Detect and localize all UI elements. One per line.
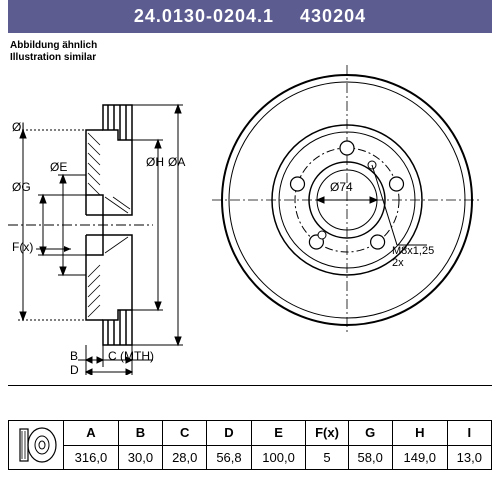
front-view-svg: [212, 65, 482, 335]
disc-icon: [14, 425, 58, 465]
label-E: ØE: [50, 160, 67, 174]
val-D: 56,8: [207, 445, 251, 470]
diagram-area: ØI ØG ØE ØH ØA F(x) B D C (MTH): [8, 55, 492, 386]
bolt-label: M8x1,25: [392, 245, 434, 257]
label-B: B: [70, 349, 78, 363]
col-B: B: [118, 421, 162, 446]
val-F: 5: [306, 445, 348, 470]
subtitle-line1: Abbildung ähnlich: [10, 40, 97, 52]
col-G: G: [348, 421, 392, 446]
col-H: H: [392, 421, 447, 446]
col-A: A: [64, 421, 119, 446]
val-B: 30,0: [118, 445, 162, 470]
col-D: D: [207, 421, 251, 446]
table-header-row: A B C D E F(x) G H I: [9, 421, 492, 446]
col-F: F(x): [306, 421, 348, 446]
val-G: 58,0: [348, 445, 392, 470]
col-E: E: [251, 421, 306, 446]
part-number: 24.0130-0204.1: [134, 6, 274, 26]
label-G: ØG: [12, 180, 31, 194]
dimension-table: A B C D E F(x) G H I 316,0 30,0 28,0 56,…: [8, 420, 492, 470]
col-C: C: [163, 421, 207, 446]
col-I: I: [447, 421, 491, 446]
front-view: Ø74 M8x1,25 2x: [212, 65, 482, 335]
header-bar: 24.0130-0204.1 430204: [8, 0, 492, 33]
label-D: D: [70, 363, 79, 377]
val-A: 316,0: [64, 445, 119, 470]
disc-icon-cell: [9, 421, 64, 470]
table-value-row: 316,0 30,0 28,0 56,8 100,0 5 58,0 149,0 …: [9, 445, 492, 470]
bolt-count: 2x: [392, 257, 404, 269]
ref-number: 430204: [300, 6, 366, 26]
label-H: ØH: [146, 155, 164, 169]
f-arrow: [36, 243, 76, 263]
label-F: F(x): [12, 240, 33, 254]
side-view: ØI ØG ØE ØH ØA F(x) B D C (MTH): [8, 85, 208, 365]
side-view-svg: [8, 85, 208, 375]
label-I: ØI: [12, 120, 25, 134]
val-C: 28,0: [163, 445, 207, 470]
val-H: 149,0: [392, 445, 447, 470]
label-A: ØA: [168, 155, 185, 169]
val-E: 100,0: [251, 445, 306, 470]
center-dia-label: Ø74: [330, 180, 353, 194]
val-I: 13,0: [447, 445, 491, 470]
label-C: C (MTH): [108, 349, 154, 363]
